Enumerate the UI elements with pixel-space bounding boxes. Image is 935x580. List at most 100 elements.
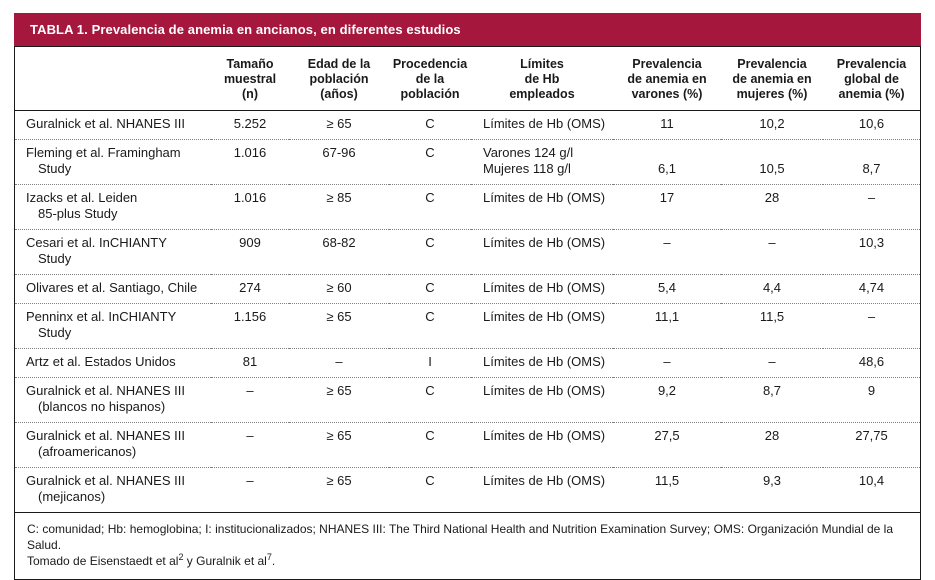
cell-prevalence-men: 11,1 xyxy=(613,303,721,349)
table-title: TABLA 1. Prevalencia de anemia en ancian… xyxy=(30,22,461,37)
table-row: Artz et al. Estados Unidos 81– I Límites de… xyxy=(15,348,920,378)
footnote-abbreviations: C: comunidad; Hb: hemoglobina; I: instit… xyxy=(27,522,893,552)
cell-sample-size: 1.156 xyxy=(211,303,289,349)
cell-study: Izacks et al. Leiden 85-plus Study xyxy=(15,184,211,230)
cell-study: Artz et al. Estados Unidos xyxy=(15,348,211,378)
cell-origin: C xyxy=(389,467,471,512)
cell-origin: C xyxy=(389,377,471,423)
cell-prevalence-men: 11 xyxy=(660,116,674,131)
cell-hb-limits: Varones 124 g/l Mujeres 118 g/l xyxy=(471,139,613,185)
cell-prevalence-women: 10,5 xyxy=(721,139,823,185)
cell-origin: C xyxy=(389,184,471,230)
cell-sample-size: – xyxy=(211,422,289,468)
cell-study: Olivares et al. Santiago, Chile xyxy=(15,274,211,304)
cell-sample-size: 1.016 xyxy=(211,139,289,185)
cell-hb-limits: Límites de Hb (OMS) xyxy=(471,274,613,304)
table-row: Izacks et al. Leiden 85-plus Study 1.016 ≥ … xyxy=(15,184,920,230)
cell-prevalence-global: 10,4 xyxy=(823,467,920,512)
cell-prevalence-women: – xyxy=(721,229,823,275)
column-header-n: Tamaño muestral (n) xyxy=(211,47,289,111)
cell-age: ≥ 65 xyxy=(289,377,389,423)
column-header-global: Prevalencia global de anemia (%) xyxy=(823,47,920,111)
cell-prevalence-women: 9,3 xyxy=(721,467,823,512)
cell-sample-size: – xyxy=(211,467,289,512)
cell-sample-size: 909 xyxy=(211,229,289,275)
table-row: Fleming et al. Framingham Study 1.016 67-96… xyxy=(15,139,920,185)
cell-prevalence-global: 27,75 xyxy=(823,422,920,468)
cell-study: Cesari et al. InCHIANTY Study xyxy=(15,229,211,275)
table-row: Penninx et al. InCHIANTY Study 1.156 ≥ 65 C L… xyxy=(15,303,920,349)
cell-origin: C xyxy=(389,422,471,468)
table-head: Tamaño muestral (n) Edad de la población (año… xyxy=(15,47,920,111)
column-header-limites: Límites de Hb empleados xyxy=(471,47,613,111)
cell-hb-limits: Límites de Hb (OMS) xyxy=(471,422,613,468)
cell-study: Guralnick et al. NHANES III (mejicanos) xyxy=(15,467,211,512)
cell-prevalence-men: 5,4 xyxy=(613,274,721,304)
table-body: Guralnick et al. NHANES III 5.252 ≥ 65 C Lím… xyxy=(15,111,920,512)
table-row: Olivares et al. Santiago, Chile 274 ≥ 60 C L… xyxy=(15,274,920,304)
cell-prevalence-global: 9 xyxy=(823,377,920,423)
cell-prevalence-men: 9,2 xyxy=(613,377,721,423)
cell-age: 67-96 xyxy=(289,139,389,185)
cell-sample-size: 81 xyxy=(211,348,289,378)
cell-age: 68-82 xyxy=(289,229,389,275)
cell-hb-limits: Límites de Hb (OMS) xyxy=(471,184,613,230)
table-row: Cesari et al. InCHIANTY Study 909 68-82 C Lím… xyxy=(15,229,920,275)
cell-prevalence-global: 10,6 xyxy=(858,116,885,131)
cell-prevalence-women: – xyxy=(721,348,823,378)
cell-study: Penninx et al. InCHIANTY Study xyxy=(15,303,211,349)
cell-age: ≥ 85 xyxy=(289,184,389,230)
cell-prevalence-women: 8,7 xyxy=(721,377,823,423)
cell-prevalence-men: 11,5 xyxy=(613,467,721,512)
cell-age: ≥ 65 xyxy=(326,116,352,131)
cell-origin: C xyxy=(389,303,471,349)
table-row: Guralnick et al. NHANES III 5.252 ≥ 65 C Lím… xyxy=(15,111,920,140)
cell-hb-limits: Límites de Hb (OMS) xyxy=(471,303,613,349)
cell-prevalence-women: 11,5 xyxy=(721,303,823,349)
column-header-mujeres: Prevalencia de anemia en mujeres (%) xyxy=(721,47,823,111)
cell-prevalence-women: 10,2 xyxy=(759,116,785,131)
cell-age: – xyxy=(289,348,389,378)
cell-sample-size: 5.252 xyxy=(233,116,267,131)
cell-hb-limits: Límites de Hb (OMS) xyxy=(471,377,613,423)
footnote-source: Tomado de Eisenstaedt et al2 y Guralnik … xyxy=(27,553,906,569)
table-box: Tamaño muestral (n) Edad de la población (año… xyxy=(14,46,921,580)
cell-sample-size: – xyxy=(211,377,289,423)
column-header-proc: Procedencia de la población xyxy=(389,47,471,111)
cell-hb-limits: Límites de Hb (OMS) xyxy=(483,116,606,131)
cell-prevalence-men: 27,5 xyxy=(613,422,721,468)
table-row: Guralnick et al. NHANES III (afroamerican… xyxy=(15,422,920,468)
footnote-source-end: . xyxy=(271,554,276,568)
cell-prevalence-global: – xyxy=(823,303,920,349)
footnote-source-prefix: Tomado de Eisenstaedt et al xyxy=(27,554,179,568)
column-header-edad: Edad de la población (años) xyxy=(289,47,389,111)
column-header-study xyxy=(15,47,211,111)
table-1-container: TABLA 1. Prevalencia de anemia en ancian… xyxy=(14,13,921,580)
cell-age: ≥ 60 xyxy=(289,274,389,304)
cell-prevalence-men: 6,1 xyxy=(613,139,721,185)
cell-prevalence-global: 4,74 xyxy=(823,274,920,304)
cell-study: Guralnick et al. NHANES III (blancos no h… xyxy=(15,377,211,423)
footnote-source-mid: y Guralnik et al xyxy=(183,554,267,568)
footnotes: C: comunidad; Hb: hemoglobina; I: instit… xyxy=(15,512,920,579)
cell-prevalence-women: 28 xyxy=(721,422,823,468)
cell-hb-limits: Límites de Hb (OMS) xyxy=(471,229,613,275)
cell-age: ≥ 65 xyxy=(289,467,389,512)
column-header-varones: Prevalencia de anemia en varones (%) xyxy=(613,47,721,111)
cell-prevalence-men: – xyxy=(613,229,721,275)
cell-origin: C xyxy=(389,274,471,304)
cell-prevalence-men: 17 xyxy=(613,184,721,230)
cell-age: ≥ 65 xyxy=(289,422,389,468)
cell-origin: I xyxy=(389,348,471,378)
cell-study: Guralnick et al. NHANES III xyxy=(26,116,185,131)
cell-sample-size: 1.016 xyxy=(211,184,289,230)
cell-study: Fleming et al. Framingham Study xyxy=(15,139,211,185)
table-row: Guralnick et al. NHANES III (blancos no h… xyxy=(15,377,920,423)
cell-prevalence-global: 10,3 xyxy=(823,229,920,275)
header-row: Tamaño muestral (n) Edad de la población (año… xyxy=(15,47,920,111)
cell-prevalence-women: 4,4 xyxy=(721,274,823,304)
cell-prevalence-global: – xyxy=(823,184,920,230)
cell-age: ≥ 65 xyxy=(289,303,389,349)
prevalence-table: Tamaño muestral (n) Edad de la población (año… xyxy=(15,47,920,512)
cell-hb-limits: Límites de Hb (OMS) xyxy=(471,467,613,512)
